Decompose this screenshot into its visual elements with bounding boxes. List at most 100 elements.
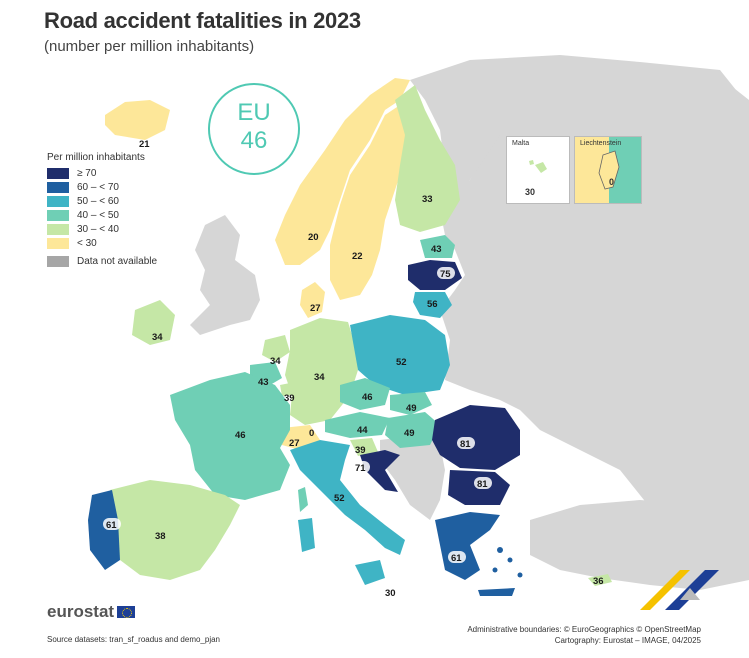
value-poland: 52: [396, 357, 407, 368]
value-cyprus: 36: [593, 576, 604, 587]
value-lithuania: 56: [427, 299, 438, 310]
region-uk: [190, 215, 260, 335]
region-norway: [275, 78, 410, 265]
legend-label: 50 – < 60: [77, 195, 119, 207]
logo-text: eurostat: [47, 602, 115, 621]
region-sicily: [355, 560, 385, 585]
region-cyprus: [588, 574, 612, 586]
value-croatia: 71: [355, 463, 366, 474]
region-hungary: [385, 412, 440, 448]
value-sweden: 22: [352, 251, 363, 262]
value-malta: 30: [385, 588, 396, 599]
eurostat-logo: eurostat: [47, 602, 136, 622]
legend-swatch: [47, 195, 69, 207]
region-slovakia: [390, 392, 432, 415]
chart-subtitle: (number per million inhabitants): [44, 38, 255, 55]
region-greek-island: [497, 547, 503, 553]
value-italy: 52: [334, 493, 345, 504]
region-slovenia: [350, 438, 378, 456]
value-netherlands: 34: [270, 356, 281, 367]
value-latvia: 75: [440, 269, 451, 280]
region-netherlands: [262, 335, 290, 362]
region-sweden: [330, 105, 410, 300]
value-france: 46: [235, 430, 246, 441]
legend-swatch: [47, 237, 69, 249]
region-greece: [435, 512, 500, 580]
legend-swatch: [47, 181, 69, 193]
legend-label: < 30: [77, 237, 97, 249]
value-germany: 34: [314, 372, 325, 383]
region-czechia: [340, 378, 390, 410]
source-note: Source datasets: tran_sf_roadus and demo…: [47, 635, 221, 644]
eu-flag-icon: [117, 606, 136, 618]
legend-item: < 30: [47, 236, 157, 250]
region-balkans: [380, 435, 445, 520]
region-ireland: [132, 300, 175, 345]
value-hungary: 49: [404, 428, 415, 439]
region-lithuania: [413, 292, 452, 318]
value-norway: 20: [308, 232, 319, 243]
region-poland: [350, 315, 450, 395]
chart-title: Road accident fatalities in 2023: [44, 8, 361, 33]
region-italy: [290, 440, 405, 555]
region-denmark: [300, 282, 325, 318]
value-bulgaria: 81: [477, 479, 488, 490]
malta-shape: [529, 160, 547, 173]
value-denmark: 27: [310, 303, 321, 314]
legend-label: 60 – < 70: [77, 181, 119, 193]
region-greek-island: [492, 567, 498, 573]
value-czechia: 46: [362, 392, 373, 403]
malta-inset: Malta 30: [506, 136, 570, 204]
region-austria: [325, 412, 390, 438]
malta-inset-value: 30: [525, 187, 536, 197]
legend: Per million inhabitants ≥ 70 60 – < 70 5…: [47, 152, 157, 268]
legend-item-na: Data not available: [47, 254, 157, 268]
region-germany: [285, 318, 358, 425]
region-corsica: [298, 487, 308, 512]
value-slovakia: 49: [406, 403, 417, 414]
legend-label: 40 – < 50: [77, 209, 119, 221]
value-luxembourg: 39: [284, 393, 295, 404]
value-spain: 38: [155, 531, 166, 542]
legend-item: ≥ 70: [47, 166, 157, 180]
value-slovenia: 39: [355, 445, 366, 456]
legend-swatch: [47, 209, 69, 221]
legend-title: Per million inhabitants: [47, 152, 145, 163]
credits: Administrative boundaries: © EuroGeograp…: [467, 624, 701, 646]
region-greek-island: [517, 572, 523, 578]
value-belgium: 43: [258, 377, 269, 388]
region-iceland: [105, 100, 170, 140]
value-ireland: 34: [152, 332, 163, 343]
credit-cartography: Cartography: Eurostat – IMAGE, 04/2025: [554, 636, 701, 645]
value-switzerland: 27: [289, 438, 300, 449]
eu-label: EU: [237, 99, 271, 126]
legend-swatch: [47, 167, 69, 179]
value-greece: 61: [451, 553, 462, 564]
value-austria: 44: [357, 425, 368, 436]
value-liechtenstein: 0: [309, 428, 314, 439]
legend-swatch: [47, 255, 69, 267]
malta-inset-title: Malta: [512, 140, 530, 147]
region-france: [170, 372, 290, 500]
region-finland: [395, 85, 460, 232]
liechtenstein-shape: [575, 137, 620, 203]
legend-item: 30 – < 40: [47, 222, 157, 236]
eurostat-corner-graphic: [640, 570, 719, 610]
value-romania: 81: [460, 439, 471, 450]
region-greek-island: [507, 557, 513, 563]
legend-item: 60 – < 70: [47, 180, 157, 194]
legend-swatch: [47, 223, 69, 235]
region-non-eu-russia-north: [410, 55, 740, 205]
eu-average-badge: EU 46: [208, 83, 300, 175]
legend-item: 50 – < 60: [47, 194, 157, 208]
liechtenstein-inset-value: 0: [609, 177, 615, 187]
region-portugal: [88, 490, 120, 570]
region-croatia: [360, 450, 400, 492]
region-romania: [432, 405, 520, 470]
legend-item: 40 – < 50: [47, 208, 157, 222]
region-sardinia: [298, 518, 315, 552]
legend-label: 30 – < 40: [77, 223, 119, 235]
legend-label: ≥ 70: [77, 167, 97, 179]
value-finland: 33: [422, 194, 433, 205]
